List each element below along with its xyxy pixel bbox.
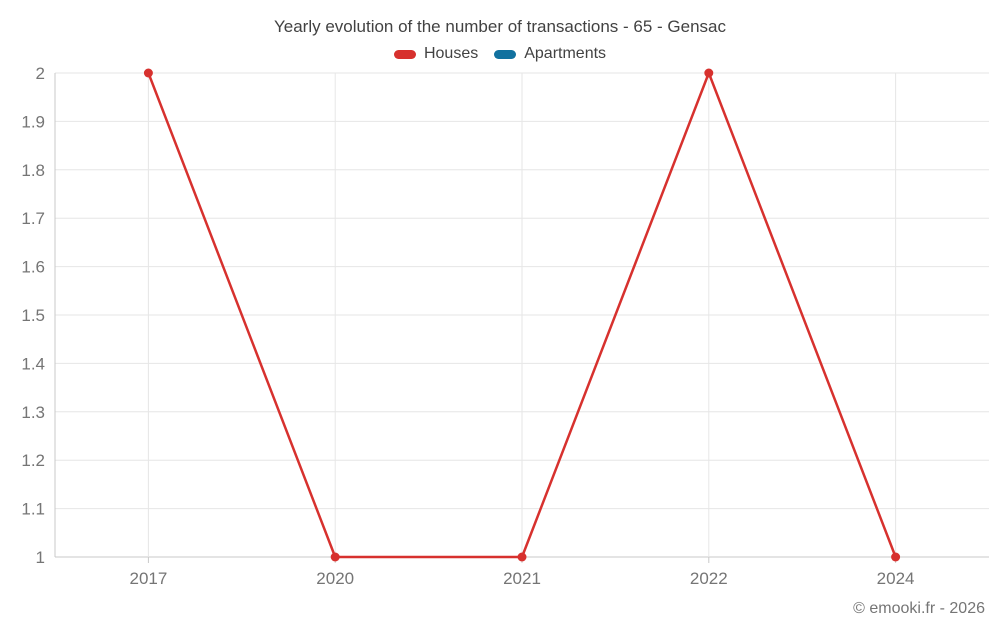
y-axis-tick-label: 2 [36,64,45,83]
legend-item-houses[interactable]: Houses [393,45,479,63]
chart-title: Yearly evolution of the number of transa… [273,17,726,36]
y-axis-tick-label: 1.5 [21,306,45,325]
y-axis-tick-label: 1.8 [21,161,45,180]
y-axis-tick-label: 1.4 [21,354,45,373]
y-axis-tick-label: 1.6 [21,258,45,277]
houses-data-point[interactable] [891,552,901,562]
x-axis-tick-label: 2024 [877,569,915,588]
copyright-text: © emooki.fr - 2026 [853,600,985,617]
houses-data-point[interactable] [330,552,340,562]
y-axis-tick-label: 1.2 [21,451,45,470]
legend-label-apartments: Apartments [524,45,607,62]
y-axis-tick-label: 1.7 [21,209,45,228]
y-axis-tick-label: 1.9 [21,112,45,131]
legend: Houses Apartments [0,45,1000,63]
legend-item-apartments[interactable]: Apartments [494,45,606,63]
y-axis-tick-label: 1.3 [21,403,45,422]
x-axis-tick-label: 2022 [690,569,728,588]
y-axis-tick-label: 1 [36,548,45,567]
x-axis-tick-label: 2021 [503,569,541,588]
x-axis-tick-label: 2020 [316,569,354,588]
y-axis-tick-label: 1.1 [21,500,45,519]
apartments-swatch-icon [494,49,517,59]
x-axis-tick-label: 2017 [129,569,167,588]
houses-swatch-icon [393,49,416,59]
houses-data-point[interactable] [704,68,714,78]
legend-label-houses: Houses [423,45,479,62]
houses-data-point[interactable] [517,552,527,562]
houses-data-point[interactable] [143,68,153,78]
